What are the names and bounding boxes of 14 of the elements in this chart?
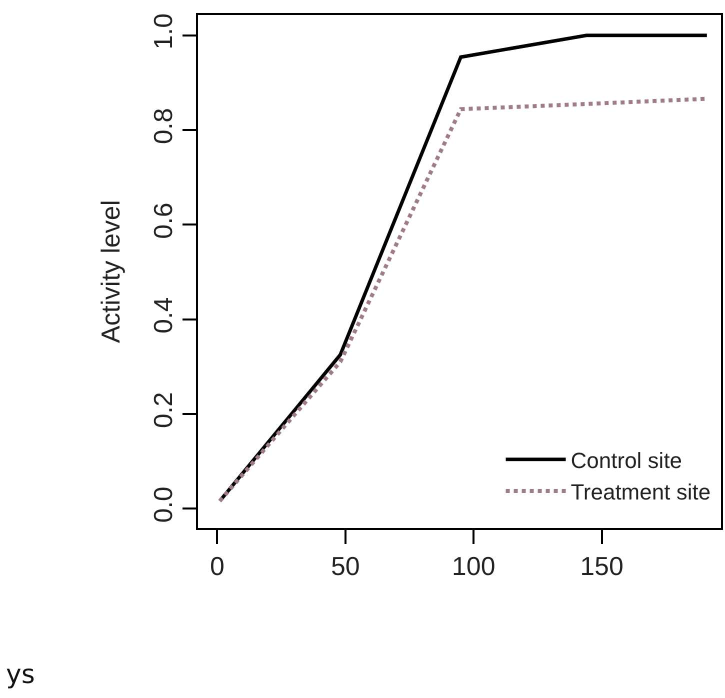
x-tick-label: 0 [210, 550, 224, 581]
y-axis-title: Activity level [96, 200, 126, 344]
y-tick-label: 0.8 [148, 108, 178, 144]
text: ys [6, 660, 35, 690]
y-tick-label: 0.0 [148, 486, 178, 523]
legend-label: Control site [570, 448, 682, 473]
y-tick-label: 1.0 [148, 13, 178, 50]
legend-label: Treatment site [570, 480, 711, 505]
y-tick-label: 0.2 [148, 392, 178, 428]
y-tick-label: 0.6 [148, 202, 178, 239]
x-tick-label: 50 [330, 550, 360, 581]
x-tick-label: 150 [580, 550, 624, 581]
y-tick-label: 0.4 [148, 297, 178, 334]
x-tick-label: 100 [452, 550, 496, 581]
